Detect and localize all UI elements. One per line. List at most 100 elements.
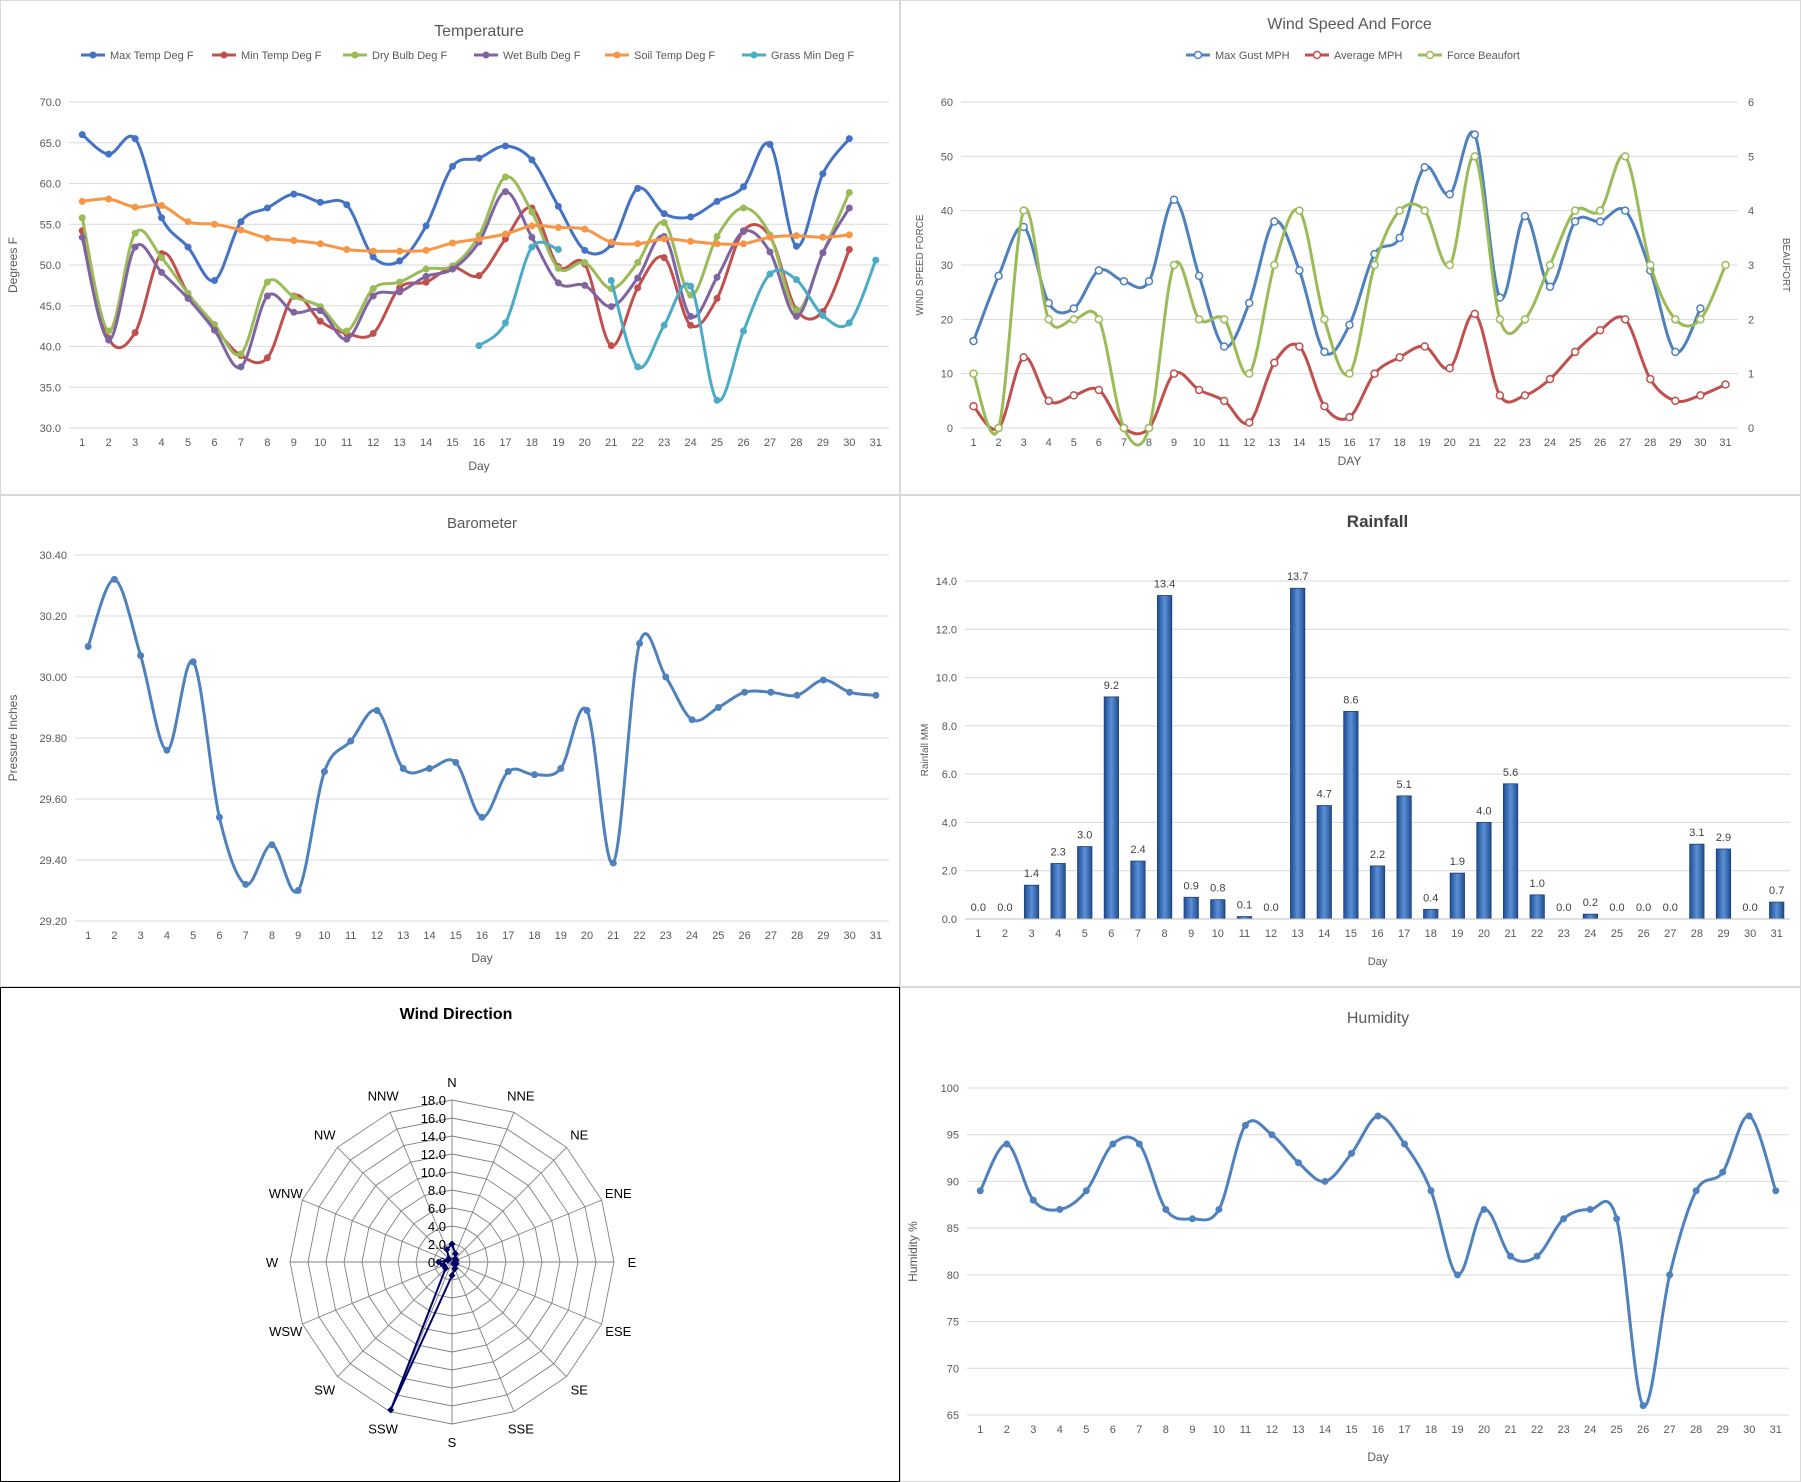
data-point <box>422 222 430 230</box>
data-label: 0.1 <box>1237 900 1252 912</box>
data-point <box>435 1258 442 1266</box>
data-point <box>528 156 536 164</box>
x-tick-label: 25 <box>1611 928 1623 940</box>
x-tick-label: 5 <box>1082 928 1088 940</box>
x-tick-label: 19 <box>1419 437 1431 449</box>
y-tick-label: 2.0 <box>942 866 957 878</box>
data-point <box>819 312 827 320</box>
data-point <box>1374 1112 1382 1120</box>
data-point <box>554 202 562 210</box>
data-point <box>1029 1196 1037 1204</box>
y-right-tick-label: 1 <box>1748 369 1754 381</box>
rainfall-bar <box>1449 872 1465 920</box>
y-tick-label: 45.0 <box>40 301 61 313</box>
x-tick-label: 13 <box>394 437 406 449</box>
radar-spoke <box>451 1261 602 1325</box>
data-label: 0.8 <box>1210 883 1225 895</box>
data-point <box>237 218 245 226</box>
wind-direction-chart: Wind Direction N NNE NE ENE E ESE SE SSE S SSW SW WS… <box>0 987 900 1482</box>
x-tick-label: 9 <box>1189 1424 1195 1436</box>
x-tick-label: 5 <box>185 437 191 449</box>
x-tick-label: 31 <box>870 930 882 942</box>
data-point <box>1056 1205 1064 1213</box>
x-tick-label: 5 <box>190 930 196 942</box>
radar-spoke <box>451 1261 567 1377</box>
series-line <box>80 205 851 365</box>
x-axis-label: Day <box>471 951 492 965</box>
data-point <box>1069 391 1079 400</box>
x-tick-label: 2 <box>1002 928 1008 940</box>
x-tick-label: 11 <box>341 437 352 449</box>
data-point <box>78 233 86 241</box>
data-point <box>1520 211 1530 221</box>
y-tick-label: 29.20 <box>39 916 67 928</box>
data-point <box>1320 315 1329 324</box>
data-point <box>1019 206 1028 215</box>
x-tick-label: 14 <box>423 930 435 942</box>
x-tick-label: 13 <box>1292 1424 1304 1436</box>
direction-label: ENE <box>605 1186 632 1201</box>
data-point <box>1135 1140 1143 1148</box>
data-point <box>1144 423 1154 433</box>
data-label: 1.4 <box>1024 868 1039 880</box>
x-tick-label: 1 <box>975 928 981 940</box>
data-point <box>425 765 433 772</box>
data-point <box>1595 325 1605 335</box>
x-tick-label: 3 <box>1030 1424 1036 1436</box>
x-tick-label: 31 <box>870 437 882 449</box>
x-tick-label: 30 <box>1744 928 1756 940</box>
data-point <box>969 402 978 411</box>
data-point <box>1370 260 1379 270</box>
x-tick-label: 12 <box>1266 1424 1278 1436</box>
x-axis-label: Day <box>1367 1450 1388 1464</box>
data-point <box>819 233 827 241</box>
data-point <box>422 246 430 254</box>
data-point <box>184 243 192 251</box>
x-tick-label: 30 <box>1694 437 1706 449</box>
data-point <box>554 224 562 232</box>
y-right-tick-label: 4 <box>1748 206 1754 218</box>
data-point <box>634 259 642 267</box>
data-point <box>449 162 457 170</box>
data-point <box>792 307 800 315</box>
radar-spoke <box>302 1261 453 1325</box>
chart-title: Wind Speed And Force <box>1267 16 1432 33</box>
data-point <box>184 218 192 226</box>
data-point <box>766 140 774 148</box>
data-point <box>422 272 430 280</box>
data-point <box>1194 271 1204 281</box>
data-point <box>396 257 404 265</box>
data-point <box>1241 1121 1249 1129</box>
x-tick-label: 29 <box>817 437 829 449</box>
data-point <box>713 240 721 248</box>
x-tick-label: 6 <box>1108 928 1114 940</box>
data-point <box>448 1272 456 1279</box>
y-right-tick-label: 5 <box>1748 151 1754 163</box>
data-point <box>1119 277 1129 286</box>
data-point <box>1595 206 1605 215</box>
data-point <box>687 282 695 290</box>
data-point <box>1395 206 1404 215</box>
x-tick-label: 28 <box>790 437 802 449</box>
data-point <box>845 204 853 212</box>
x-tick-label: 26 <box>1637 1424 1649 1436</box>
rainfall-bar <box>1157 595 1173 920</box>
data-label: 4.0 <box>1476 805 1491 817</box>
data-point <box>793 691 801 699</box>
chart-title: Rainfall <box>1347 512 1408 531</box>
x-tick-label: 12 <box>1265 928 1277 940</box>
data-point <box>660 254 668 262</box>
data-point <box>528 208 536 216</box>
x-tick-label: 12 <box>367 437 379 449</box>
y-tick-label: 55.0 <box>40 219 61 231</box>
data-point <box>1270 260 1279 270</box>
data-point <box>163 746 171 754</box>
data-point <box>554 264 562 272</box>
data-point <box>268 841 276 849</box>
data-point <box>1671 347 1680 357</box>
x-tick-label: 14 <box>1293 437 1305 449</box>
chart-title: Wind Direction <box>400 1006 513 1023</box>
series-line <box>80 190 851 369</box>
radial-tick-label: 8.0 <box>428 1183 446 1198</box>
data-point <box>845 246 853 254</box>
